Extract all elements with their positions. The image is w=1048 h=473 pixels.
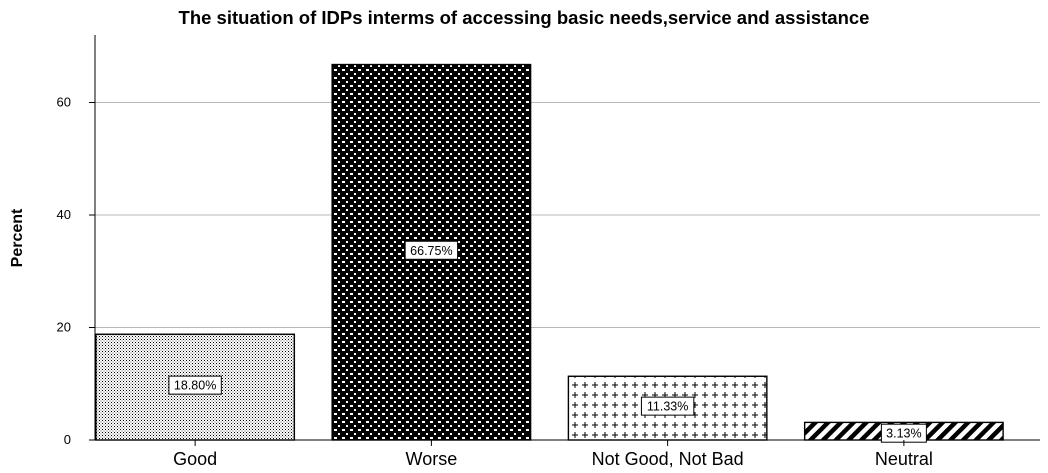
bar-group: 11.33%	[567, 375, 768, 441]
bar-group: 18.80%	[95, 333, 296, 441]
y-tick-label: 0	[64, 432, 71, 447]
data-label: 18.80%	[174, 379, 216, 393]
x-tick-label: Good	[173, 449, 217, 468]
bar	[95, 333, 296, 441]
y-tick-label: 40	[57, 207, 71, 222]
data-label: 66.75%	[410, 244, 452, 258]
x-tick-label: Worse	[406, 449, 458, 468]
data-label: 3.13%	[886, 427, 921, 441]
data-label-box	[168, 375, 222, 395]
bar-group: 66.75%	[331, 63, 532, 441]
bar-group: 3.13%	[803, 421, 1004, 443]
y-tick-label: 60	[57, 95, 71, 110]
gridlines	[95, 102, 1040, 328]
y-axis-ticks: 0 20 40 60	[57, 95, 95, 447]
data-label: 11.33%	[647, 400, 688, 414]
y-tick-label: 20	[57, 320, 71, 335]
bars: 18.80% 66.75% 11.33% 3.13%	[95, 63, 1004, 443]
x-tick-label: Neutral	[875, 449, 933, 468]
y-axis-label: Percent	[9, 208, 26, 267]
data-label-box	[404, 240, 459, 260]
data-label-box	[640, 396, 695, 416]
x-axis-ticks: Good Worse Not Good, Not Bad Neutral	[173, 440, 933, 469]
chart-title: The situation of IDPs interms of accessi…	[179, 7, 870, 28]
x-tick-label: Not Good, Not Bad	[592, 449, 744, 468]
